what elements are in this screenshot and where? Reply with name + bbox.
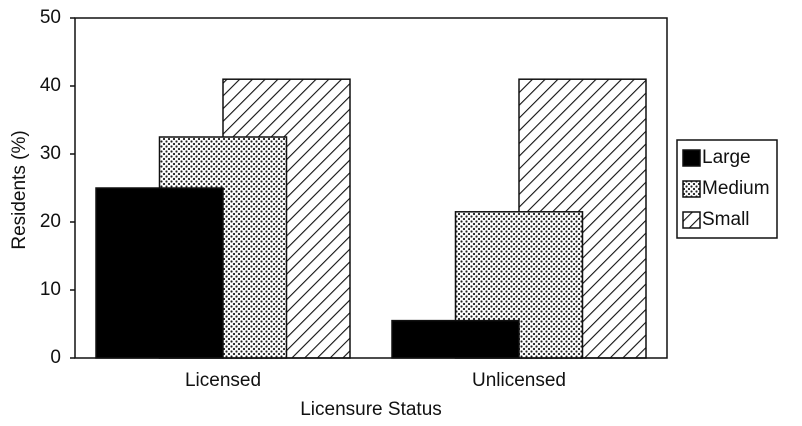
legend-swatch [682,211,701,229]
legend-swatch [682,149,701,167]
x-tick-label: Licensed [185,370,261,391]
legend-swatch [682,180,701,198]
legend-label: Medium [702,178,770,199]
y-tick-label: 20 [40,211,61,232]
y-tick-label: 30 [40,143,61,164]
x-axis-label: Licensure Status [300,399,442,420]
y-tick-label: 0 [50,347,61,368]
y-tick-label: 10 [40,279,61,300]
legend-label: Small [702,209,750,230]
y-tick-label: 40 [40,75,61,96]
y-axis-label: Residents (%) [9,130,30,249]
bar [95,187,224,359]
bar [391,319,520,359]
legend-label: Large [702,147,751,168]
plot-frame [74,17,668,359]
y-tick-label: 50 [40,7,61,28]
x-tick-label: Unlicensed [472,370,566,391]
